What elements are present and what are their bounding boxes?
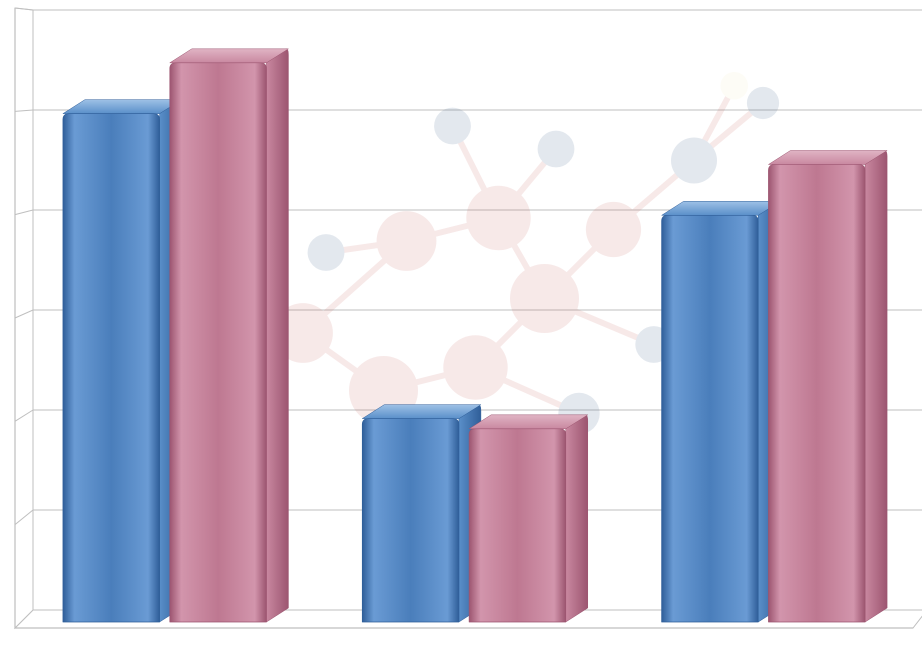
bar-0-0 — [63, 100, 182, 622]
bar-1-1 — [469, 415, 588, 622]
bar-0-1 — [170, 49, 289, 622]
chart-side-wall — [15, 8, 33, 628]
bar-2-0 — [662, 201, 781, 622]
bar-2-1 — [768, 151, 887, 623]
chart-container — [0, 0, 922, 651]
bar-1-0 — [362, 405, 481, 622]
bar-chart-3d — [0, 0, 922, 651]
